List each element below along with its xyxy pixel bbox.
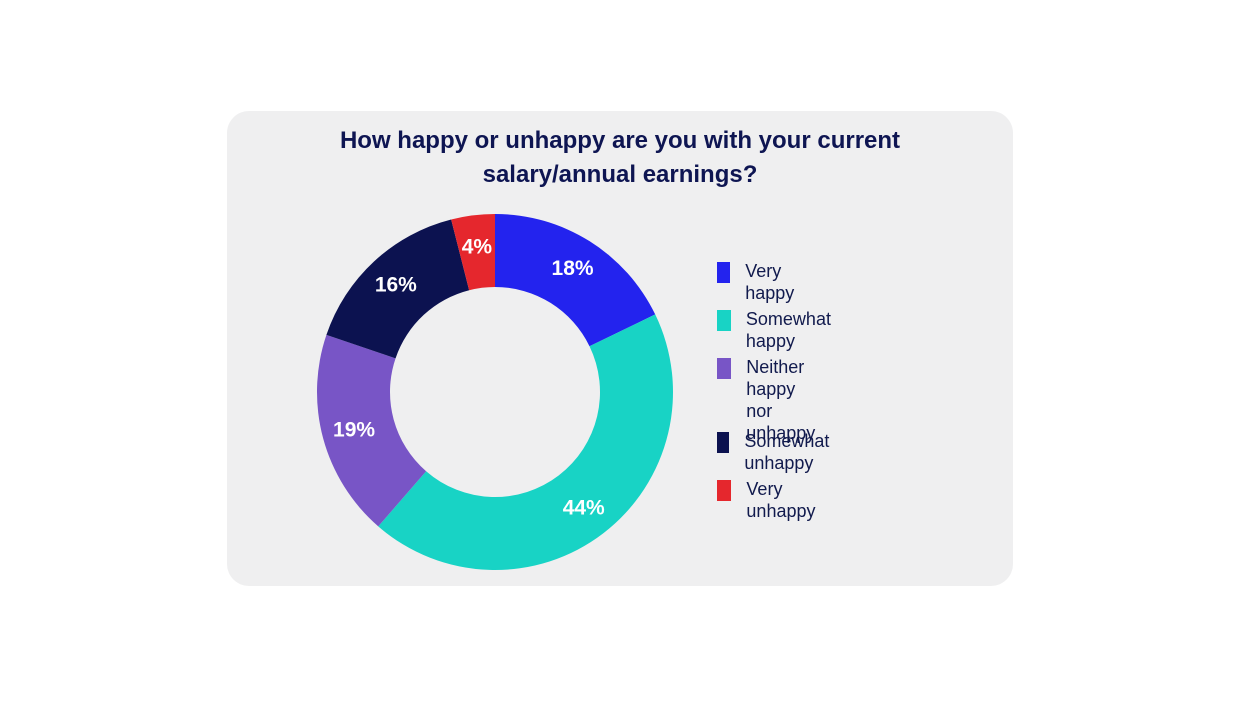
legend-label: Somewhat happy <box>745 309 831 351</box>
donut-slice-somewhat-unhappy <box>326 219 470 359</box>
donut-slice-labels: 18% 44% 19% 16% 4% <box>333 236 605 520</box>
legend-item-somewhat-happy: Somewhat happy <box>717 308 838 352</box>
chart-card: How happy or unhappy are you with your c… <box>227 111 1013 586</box>
legend-label: Very happy <box>745 261 795 303</box>
legend-swatch <box>717 480 732 501</box>
donut-slice-somewhat-happy <box>378 314 674 570</box>
legend-swatch <box>717 310 731 331</box>
slice-value-label: 44% <box>563 496 605 519</box>
donut-slices <box>317 214 674 570</box>
chart-title-line-1: How happy or unhappy are you with your c… <box>339 127 901 154</box>
legend-item-somewhat-unhappy: Somewhat unhappy <box>717 430 838 474</box>
legend-label-line-1: Neither happy <box>746 357 805 399</box>
legend-swatch <box>717 262 731 283</box>
slice-value-label: 18% <box>552 257 594 280</box>
slice-value-label: 19% <box>333 419 375 442</box>
legend-item-very-happy: Very happy <box>717 260 802 304</box>
legend-label-line-2: nor unhappy <box>746 401 816 443</box>
legend-label: Somewhat unhappy <box>744 431 830 473</box>
donut-chart: 18% 44% 19% 16% 4% <box>317 214 674 570</box>
legend-swatch <box>717 432 730 453</box>
donut-slice-neither-happy-nor-unhappy <box>317 334 427 527</box>
chart-title: How happy or unhappy are you with your c… <box>227 124 1013 192</box>
donut-slice-very-unhappy <box>451 214 495 291</box>
donut-slice-very-happy <box>495 214 656 347</box>
legend-swatch <box>717 358 732 379</box>
legend-item-neither: Neither happy nor unhappy <box>717 356 822 444</box>
legend-label: Very unhappy <box>746 479 816 521</box>
slice-value-label: 4% <box>462 236 493 259</box>
slice-value-label: 16% <box>375 273 417 296</box>
legend-item-very-unhappy: Very unhappy <box>717 478 822 522</box>
chart-title-line-2: salary/annual earnings? <box>482 161 758 188</box>
